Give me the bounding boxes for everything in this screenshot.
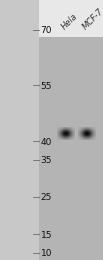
Text: Hela: Hela xyxy=(60,12,79,31)
FancyBboxPatch shape xyxy=(39,0,103,37)
Text: MCF-7: MCF-7 xyxy=(81,7,103,31)
